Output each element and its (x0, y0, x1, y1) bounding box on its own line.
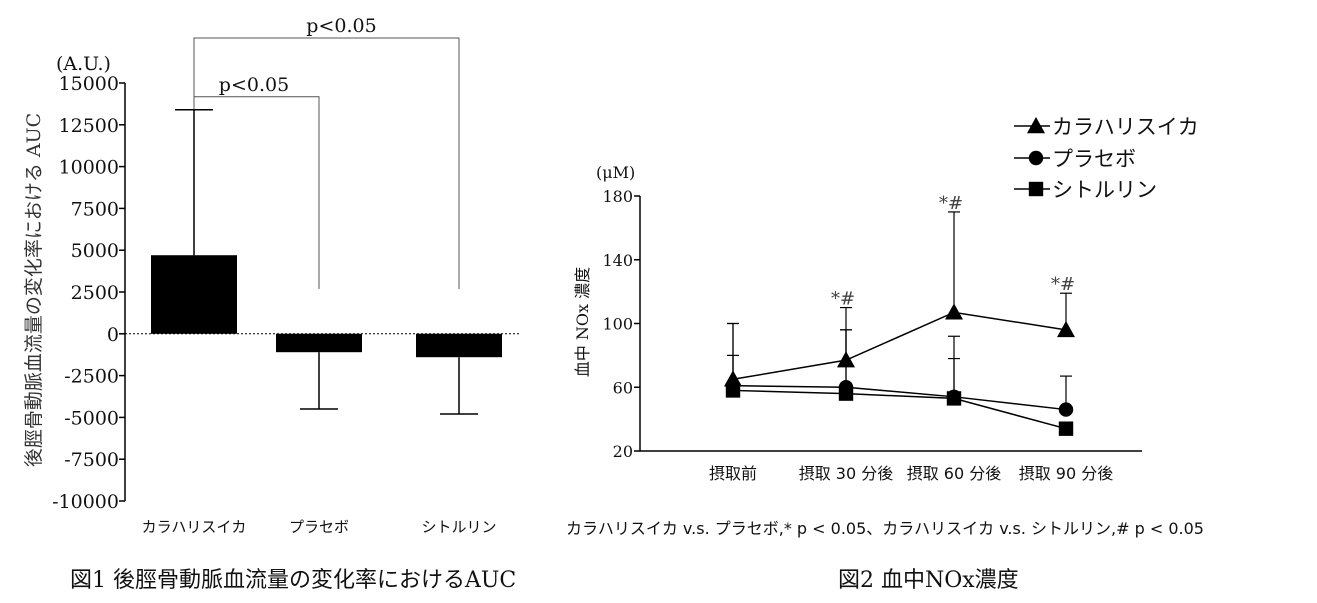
figure-2-caption: 図2 血中NOx濃度 (838, 568, 1019, 593)
circle-marker (1028, 150, 1044, 166)
y-axis-label: 後脛骨動脈血流量の変化率における AUC (23, 113, 45, 467)
x-category-label: シトルリン (421, 518, 496, 536)
significance-annotation: *# (831, 289, 855, 310)
y-tick-label: -5000 (64, 407, 119, 429)
x-axis-categories: カラハリスイカ プラセボ シトルリン (142, 518, 497, 536)
circle-marker (1058, 402, 1074, 417)
legend-item: シトルリン (1014, 178, 1157, 202)
plot-area: *# *# *# (724, 193, 1075, 436)
y-tick-label: 15000 (59, 73, 119, 95)
legend-item: カラハリスイカ (1014, 115, 1199, 139)
y-axis-ticks: 15000 12500 10000 7500 5000 2500 0 -2500 -5000 -7… (52, 73, 520, 513)
y-tick-label: 180 (602, 187, 633, 206)
series-circle (725, 322, 1074, 417)
auc-bar-chart: p<0.05 p<0.05 (A.U.) 後脛骨動脈血流量の変化率における AUC… (23, 15, 520, 593)
square-marker (946, 391, 962, 406)
y-tick-label: -10000 (52, 491, 119, 513)
x-category-label: 摂取 60 分後 (907, 464, 1002, 483)
bars (151, 109, 502, 415)
legend-item: プラセボ (1014, 147, 1136, 171)
triangle-marker (945, 303, 963, 320)
y-tick-label: 60 (613, 378, 633, 397)
x-category-label: 摂取 30 分後 (799, 464, 894, 483)
x-category-label: 摂取前 (709, 464, 757, 483)
y-tick-label: 0 (107, 324, 119, 346)
nox-line-chart: (μM) 血中 NOx 濃度 1801401006020 *#*#*# 摂取前摂… (566, 115, 1204, 593)
y-unit-label: (A.U.) (56, 53, 111, 75)
significance-brackets: p<0.05 p<0.05 (193, 15, 460, 289)
figure-1-caption: 図1 後脛骨動脈血流量の変化率におけるAUC (70, 568, 516, 593)
y-tick-label: -2500 (64, 366, 119, 388)
bar (276, 333, 362, 353)
square-marker (838, 386, 854, 401)
significance-label: p<0.05 (306, 15, 376, 37)
series-triangle (724, 211, 1075, 387)
x-category-label: 摂取 90 分後 (1019, 464, 1114, 483)
y-tick-label: 20 (613, 442, 633, 461)
bar (151, 255, 237, 334)
y-axis-label: 血中 NOx 濃度 (573, 267, 592, 377)
y-unit-label: (μM) (596, 163, 635, 182)
significance-footnote: カラハリスイカ v.s. プラセボ,* p < 0.05、カラハリスイカ v.s… (566, 519, 1204, 538)
x-category-label: プラセボ (289, 518, 349, 536)
significance-annotation: *# (1051, 274, 1075, 295)
square-marker (1028, 181, 1044, 197)
series-square (725, 329, 1074, 436)
y-tick-label: 12500 (59, 115, 119, 137)
triangle-marker (1027, 117, 1045, 134)
legend-label: シトルリン (1052, 178, 1157, 202)
x-axis-categories: 摂取前 摂取 30 分後 摂取 60 分後 摂取 90 分後 (709, 464, 1113, 483)
legend-label: カラハリスイカ (1052, 115, 1199, 139)
square-marker (725, 383, 741, 398)
y-tick-label: 140 (602, 251, 633, 270)
significance-label: p<0.05 (219, 74, 289, 96)
series-line (732, 311, 1067, 381)
legend-label: プラセボ (1052, 147, 1136, 171)
y-tick-label: 5000 (71, 240, 119, 262)
significance-annotation: *# (939, 193, 963, 214)
y-tick-label: 2500 (71, 282, 119, 304)
series-line (732, 384, 1067, 411)
y-axis-ticks: 180 140 100 60 20 (602, 187, 1142, 461)
y-tick-label: 10000 (59, 157, 119, 179)
bar (416, 333, 502, 358)
y-tick-label: 100 (602, 315, 633, 334)
x-category-label: カラハリスイカ (142, 518, 247, 536)
y-tick-label: -7500 (64, 449, 119, 471)
square-marker (1058, 421, 1074, 436)
series-line (732, 389, 1067, 430)
significance-bracket (193, 37, 460, 289)
y-tick-label: 7500 (71, 198, 119, 220)
triangle-marker (1057, 320, 1075, 338)
